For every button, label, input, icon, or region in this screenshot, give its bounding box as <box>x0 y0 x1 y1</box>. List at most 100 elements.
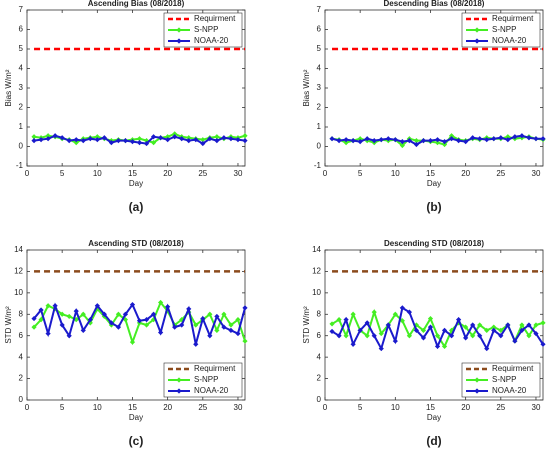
marker <box>80 311 86 317</box>
x-tick-label: 20 <box>461 169 470 178</box>
x-axis-label: Day <box>129 413 143 422</box>
marker <box>165 304 171 310</box>
legend-label: Requirment <box>492 364 534 373</box>
y-tick-label: 5 <box>19 44 24 53</box>
x-tick-label: 0 <box>323 403 328 412</box>
marker <box>413 327 420 333</box>
marker <box>80 138 86 144</box>
y-tick-label: 4 <box>317 64 322 73</box>
marker <box>533 330 539 337</box>
marker <box>122 138 129 144</box>
marker <box>441 343 448 350</box>
marker <box>484 345 490 352</box>
marker <box>498 327 504 333</box>
chart-title: Descending Bias (08/2018) <box>384 0 485 8</box>
panel: Ascending STD (08/2018) 0 2 4 6 8 10 12 14 0 5 10 15… <box>4 239 248 448</box>
marker <box>207 136 213 142</box>
panel: Descending STD (08/2018) 0 2 4 6 8 10 12 14 0 5 10 1… <box>302 239 546 448</box>
x-tick-label: 25 <box>496 403 505 412</box>
x-tick-label: 15 <box>128 403 137 412</box>
marker <box>143 140 150 147</box>
marker <box>235 137 241 143</box>
marker <box>484 327 490 333</box>
series-line <box>331 306 544 352</box>
y-tick-label: 2 <box>19 374 24 383</box>
marker <box>179 317 185 323</box>
marker <box>150 311 157 317</box>
marker <box>505 134 511 140</box>
marker <box>193 341 199 347</box>
marker <box>165 134 171 140</box>
marker <box>66 333 72 339</box>
marker <box>491 327 497 333</box>
legend-label: NOAA-20 <box>194 36 229 45</box>
marker <box>108 140 114 146</box>
marker <box>463 139 469 145</box>
marker <box>73 140 79 146</box>
marker <box>371 309 377 315</box>
marker <box>94 137 100 143</box>
y-tick-label: 6 <box>317 25 322 34</box>
marker <box>364 333 370 339</box>
marker <box>385 322 391 328</box>
y-tick-label: 8 <box>19 309 24 318</box>
marker <box>378 137 384 143</box>
marker <box>456 138 462 144</box>
marker <box>533 136 539 142</box>
marker <box>94 134 100 140</box>
x-tick-label: 30 <box>532 169 541 178</box>
marker <box>519 322 525 328</box>
marker <box>456 320 462 326</box>
marker <box>200 140 206 147</box>
y-tick-label: 4 <box>19 64 24 73</box>
marker <box>172 134 178 140</box>
marker <box>477 333 483 339</box>
marker <box>470 333 476 339</box>
legend-label: Requirment <box>194 14 236 23</box>
marker <box>378 330 384 337</box>
marker <box>129 339 136 345</box>
marker <box>441 327 448 333</box>
x-tick-label: 20 <box>461 403 470 412</box>
x-axis-label: Day <box>427 413 441 422</box>
y-tick-label: 8 <box>317 309 322 318</box>
marker <box>427 324 434 330</box>
y-tick-label: 4 <box>19 352 24 361</box>
y-tick-label: 14 <box>14 245 23 254</box>
marker <box>52 303 58 309</box>
x-tick-label: 20 <box>163 403 172 412</box>
marker <box>186 306 192 312</box>
marker <box>221 324 227 330</box>
marker <box>143 322 150 328</box>
legend-label: NOAA-20 <box>492 36 527 45</box>
marker <box>491 324 497 330</box>
marker <box>350 311 356 317</box>
marker <box>406 309 412 315</box>
marker <box>519 133 525 139</box>
marker <box>45 133 51 139</box>
marker <box>484 137 490 143</box>
marker <box>214 134 220 140</box>
marker <box>470 322 476 328</box>
marker <box>434 137 441 143</box>
marker <box>172 324 178 330</box>
x-tick-label: 10 <box>93 169 102 178</box>
y-tick-label: 14 <box>312 245 321 254</box>
x-tick-label: 5 <box>358 169 363 178</box>
y-tick-label: 1 <box>317 122 322 131</box>
marker <box>242 133 248 139</box>
y-tick-label: 0 <box>19 395 24 404</box>
legend-label: S-NPP <box>492 375 516 384</box>
marker <box>186 135 192 141</box>
x-axis-label: Day <box>129 179 143 188</box>
y-tick-label: 2 <box>19 103 24 112</box>
marker <box>193 137 199 143</box>
marker <box>406 138 412 144</box>
x-tick-label: 30 <box>234 169 243 178</box>
marker <box>399 139 405 145</box>
marker <box>52 133 58 139</box>
marker <box>399 318 405 324</box>
marker <box>207 333 213 339</box>
marker <box>512 338 518 344</box>
x-tick-label: 0 <box>25 169 30 178</box>
